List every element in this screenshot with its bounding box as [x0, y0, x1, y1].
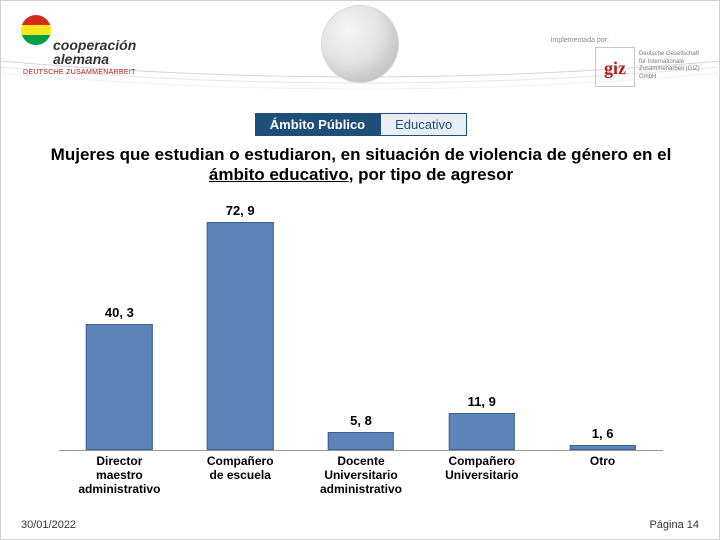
giz-subtext: Deutsche Gesellschaft für Internationale… — [639, 51, 705, 81]
tag-educativo: Educativo — [380, 113, 467, 136]
value-label: 5, 8 — [350, 413, 372, 428]
category-label: Directormaestroadministrativo — [59, 455, 180, 496]
header: cooperación alemana DEUTSCHE ZUSAMMENARB… — [1, 1, 719, 96]
bar — [328, 432, 394, 450]
logo-giz: giz Deutsche Gesellschaft für Internatio… — [595, 45, 705, 91]
chart-title: Mujeres que estudian o estudiaron, en si… — [1, 145, 720, 186]
giz-brand: giz — [595, 47, 635, 87]
footer-page: Página 14 — [649, 519, 699, 531]
title-post: , por tipo de agresor — [349, 165, 513, 184]
bar — [569, 445, 635, 450]
bar-slot: 1, 6 — [542, 200, 663, 450]
bar-slot: 40, 3 — [59, 200, 180, 450]
bolivia-flag-icon — [21, 15, 51, 45]
bar-slot: 5, 8 — [301, 200, 422, 450]
plot-area: 40, 3 72, 9 5, 8 11, 9 1, 6 — [59, 201, 663, 451]
footer-date: 30/01/2022 — [21, 519, 76, 531]
logo-left-text: cooperación alemana — [53, 38, 136, 66]
category-label: Otro — [542, 455, 663, 469]
bar-slot: 11, 9 — [421, 200, 542, 450]
title-pre: Mujeres que estudian o estudiaron, en si… — [51, 145, 672, 164]
value-label: 11, 9 — [468, 394, 496, 409]
bar — [207, 222, 273, 450]
bar — [449, 413, 515, 450]
tag-ambito-publico: Ámbito Público — [255, 113, 380, 136]
value-label: 1, 6 — [592, 426, 614, 441]
logo-cooperacion-alemana: cooperación alemana DEUTSCHE ZUSAMMENARB… — [21, 13, 181, 83]
giz-line3: Zusammenarbeit (GIZ) GmbH — [639, 66, 700, 80]
slide: cooperación alemana DEUTSCHE ZUSAMMENARB… — [0, 0, 720, 540]
logo-left-sub: DEUTSCHE ZUSAMMENARBEIT — [23, 69, 136, 76]
tag-row: Ámbito PúblicoEducativo — [1, 113, 720, 136]
bar-chart: 40, 3 72, 9 5, 8 11, 9 1, 6 Directormaestroa… — [59, 201, 663, 501]
giz-line1: Deutsche Gesellschaft — [639, 51, 699, 57]
value-label: 40, 3 — [105, 305, 134, 320]
category-label: DocenteUniversitarioadministrativo — [301, 455, 422, 496]
giz-line2: für Internationale — [639, 59, 684, 65]
implemented-by-label: Implementada por: — [551, 37, 609, 44]
category-label: CompañeroUniversitario — [421, 455, 542, 483]
title-underline: ámbito educativo — [209, 165, 349, 184]
bar-slot: 72, 9 — [180, 200, 301, 450]
globe-icon — [321, 5, 399, 83]
category-label: Compañerode escuela — [180, 455, 301, 483]
value-label: 72, 9 — [226, 203, 255, 218]
logo-left-line2: alemana — [53, 51, 109, 67]
bar — [86, 324, 152, 450]
